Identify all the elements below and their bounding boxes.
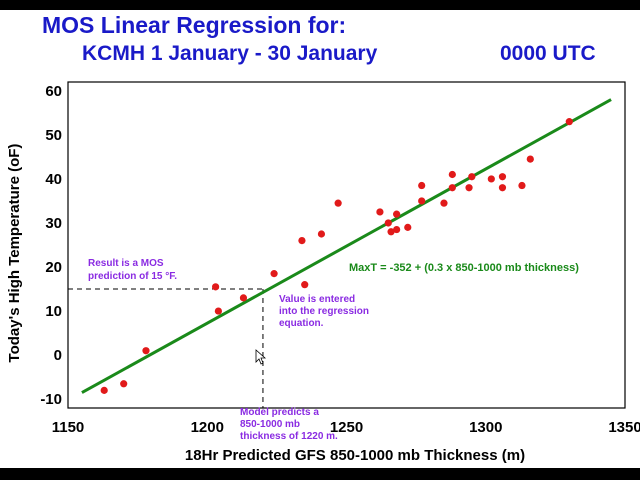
annotation-model: Model predicts a <box>240 407 319 418</box>
data-point <box>418 181 426 190</box>
cursor-icon <box>255 349 267 365</box>
y-tick-label: 60 <box>45 83 62 100</box>
data-point <box>487 175 495 183</box>
x-tick-label: 1200 <box>191 419 224 436</box>
data-point <box>298 236 306 245</box>
data-point <box>448 184 456 192</box>
data-point <box>418 197 426 205</box>
y-axis-label: Today's High Temperature (oF) <box>6 144 23 363</box>
data-point <box>448 170 456 179</box>
annotation-value: equation. <box>279 318 324 329</box>
page-title: MOS Linear Regression for: <box>42 12 347 38</box>
data-points <box>100 118 573 394</box>
data-point <box>518 181 526 190</box>
data-point <box>384 219 392 227</box>
reference-lines <box>68 288 264 408</box>
data-point <box>120 380 128 388</box>
x-tick-label: 1300 <box>469 419 502 436</box>
data-point <box>317 230 326 238</box>
annotation-model: 850-1000 mb <box>240 419 300 430</box>
data-point <box>393 225 401 234</box>
x-tick-label: 1250 <box>330 419 363 436</box>
data-point <box>334 199 342 207</box>
data-point <box>387 228 395 236</box>
x-axis-label: 18Hr Predicted GFS 850-1000 mb Thickness… <box>185 447 525 464</box>
annotation-value: into the regression <box>279 306 369 317</box>
data-point <box>468 173 476 181</box>
slide: MOS Linear Regression for: KCMH 1 Januar… <box>0 10 640 468</box>
y-tick-label: 0 <box>54 347 62 364</box>
station-date-range: KCMH 1 January - 30 January <box>82 42 378 65</box>
data-point <box>270 270 278 278</box>
data-point <box>301 281 309 289</box>
y-tick-label: 50 <box>45 127 62 144</box>
y-tick-label: 40 <box>45 171 62 188</box>
regression-line <box>81 98 612 394</box>
data-point <box>526 155 534 163</box>
annotation-model: thickness of 1220 m. <box>240 431 338 442</box>
annotation-value: Value is entered <box>279 294 355 305</box>
data-point <box>393 210 401 218</box>
data-point <box>440 199 448 207</box>
data-point <box>214 307 222 315</box>
data-point <box>212 283 220 291</box>
annotations: Result is a MOS prediction of 15 °F. Value… <box>88 258 579 442</box>
x-tick-label: 1350 <box>608 419 640 436</box>
tick-labels: 1150 1200 1250 1300 1350 -10 0 10 20 30 40 50 60 <box>40 83 640 436</box>
data-point <box>376 208 384 216</box>
y-tick-label: 20 <box>45 259 62 276</box>
annotation-result: Result is a MOS <box>88 258 164 269</box>
forecast-time: 0000 UTC <box>500 42 596 65</box>
y-tick-label: 10 <box>45 303 62 320</box>
data-point <box>465 184 473 192</box>
regression-equation: MaxT = -352 + (0.3 x 850-1000 mb thickne… <box>349 262 579 274</box>
annotation-result: prediction of 15 °F. <box>88 271 177 282</box>
data-point <box>239 294 248 302</box>
data-point <box>498 173 507 181</box>
regression-line-path <box>81 98 612 394</box>
plot-border <box>67 81 626 409</box>
data-point <box>100 386 108 394</box>
data-point <box>404 223 412 231</box>
x-tick-label: 1150 <box>52 419 85 436</box>
regression-chart: 1150 1200 1250 1300 1350 -10 0 10 20 30 40 50 60 Res… <box>6 81 640 464</box>
data-point <box>498 184 507 192</box>
data-point <box>565 118 573 126</box>
y-tick-label: 30 <box>45 215 62 232</box>
plot-frame <box>67 81 626 409</box>
data-point <box>142 347 150 355</box>
y-tick-label: -10 <box>40 391 62 408</box>
